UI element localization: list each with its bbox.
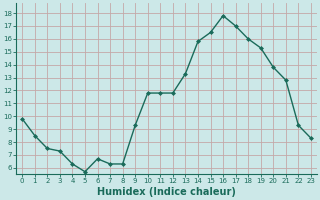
X-axis label: Humidex (Indice chaleur): Humidex (Indice chaleur) xyxy=(97,187,236,197)
